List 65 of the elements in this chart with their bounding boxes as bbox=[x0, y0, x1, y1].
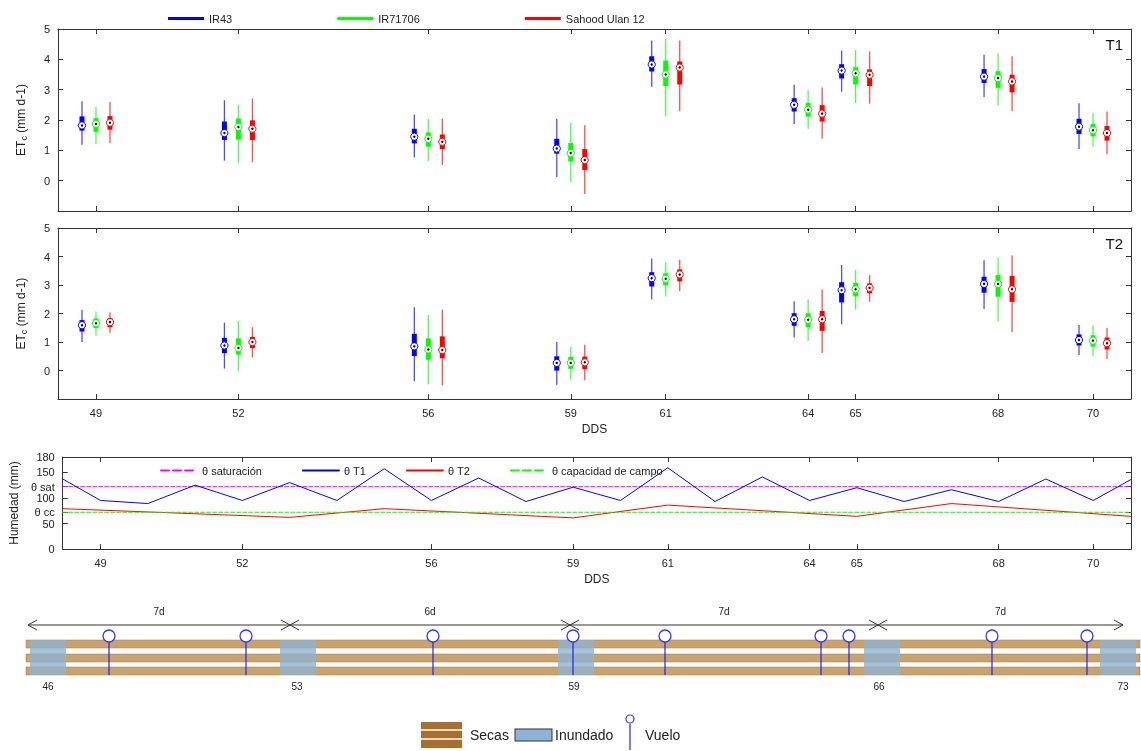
text: 7d bbox=[153, 606, 165, 617]
y-tick-label: θ sat bbox=[30, 480, 55, 493]
legend-label: θ T2 bbox=[447, 464, 470, 477]
text: Secas bbox=[470, 727, 509, 743]
x-tick-label: 49 bbox=[89, 406, 103, 419]
y-tick-label: 4 bbox=[43, 250, 50, 263]
x-axis-title: DDS bbox=[584, 572, 610, 586]
legend-label: θ saturación bbox=[202, 464, 262, 477]
x-tick-label: 68 bbox=[991, 406, 1005, 419]
annotation: T2 bbox=[1105, 235, 1124, 252]
x-tick-label: 68 bbox=[992, 556, 1005, 569]
y-tick-label: θ cc bbox=[34, 506, 56, 519]
legend-label: θ T1 bbox=[343, 464, 366, 477]
y-tick-label: 1 bbox=[43, 336, 50, 349]
y-tick-label: 180 bbox=[36, 451, 55, 463]
legend-label: Sahood Ulan 12 bbox=[565, 12, 645, 25]
y-tick-label: 5 bbox=[43, 23, 50, 35]
y-tick-label: 5 bbox=[43, 222, 50, 234]
x-tick-label: 59 bbox=[564, 406, 577, 419]
x-axis-title: DDS bbox=[581, 422, 608, 436]
x-tick-label: 61 bbox=[659, 406, 672, 419]
line-series bbox=[62, 503, 1132, 519]
y-tick-label: 2 bbox=[43, 307, 50, 320]
x-tick-label: 65 bbox=[849, 406, 862, 419]
x-tick-label: 64 bbox=[803, 556, 816, 569]
text: 73 bbox=[1117, 681, 1129, 692]
y-tick-label: 100 bbox=[36, 491, 55, 504]
text: Vuelo bbox=[645, 727, 681, 743]
x-tick-label: 70 bbox=[1086, 406, 1100, 419]
text: 59 bbox=[568, 681, 580, 692]
line-series bbox=[62, 467, 1132, 505]
x-tick-label: 56 bbox=[425, 556, 438, 569]
x-tick-label: 61 bbox=[661, 556, 674, 569]
y-tick-label: 2 bbox=[43, 114, 50, 126]
y-tick-label: 1 bbox=[43, 144, 50, 157]
text: 6d bbox=[424, 606, 436, 617]
y-tick-label: 3 bbox=[43, 83, 50, 96]
y-axis-title: ETc (mm d-1) bbox=[13, 277, 29, 350]
y-tick-label: 0 bbox=[48, 543, 55, 556]
y-tick-label: 150 bbox=[36, 466, 55, 479]
legend-label: IR71706 bbox=[378, 12, 420, 25]
y-tick-label: 50 bbox=[42, 517, 55, 530]
x-tick-label: 49 bbox=[94, 556, 107, 569]
y-tick-label: 4 bbox=[43, 53, 50, 66]
x-tick-label: 70 bbox=[1087, 556, 1100, 569]
legend-label: IR43 bbox=[209, 12, 233, 25]
text: Inundado bbox=[555, 727, 614, 743]
text: 7d bbox=[994, 606, 1007, 617]
x-tick-label: 59 bbox=[567, 556, 580, 569]
text: 7d bbox=[718, 606, 730, 617]
text: 46 bbox=[42, 681, 54, 692]
y-axis-title: ETc (mm d-1) bbox=[13, 84, 29, 156]
x-tick-label: 52 bbox=[232, 406, 245, 419]
y-axis-title: Humedad (mm) bbox=[7, 461, 21, 545]
y-tick-label: 0 bbox=[43, 174, 50, 187]
x-tick-label: 56 bbox=[422, 406, 435, 419]
x-tick-label: 64 bbox=[802, 406, 815, 419]
x-tick-label: 65 bbox=[850, 556, 863, 569]
y-tick-label: 3 bbox=[43, 279, 50, 292]
text: 53 bbox=[291, 681, 303, 692]
x-tick-label: 52 bbox=[236, 556, 249, 569]
y-tick-label: 0 bbox=[43, 364, 50, 377]
legend-label: θ capacidad de campo bbox=[551, 464, 663, 477]
annotation: T1 bbox=[1105, 36, 1124, 53]
text: 66 bbox=[873, 681, 885, 692]
